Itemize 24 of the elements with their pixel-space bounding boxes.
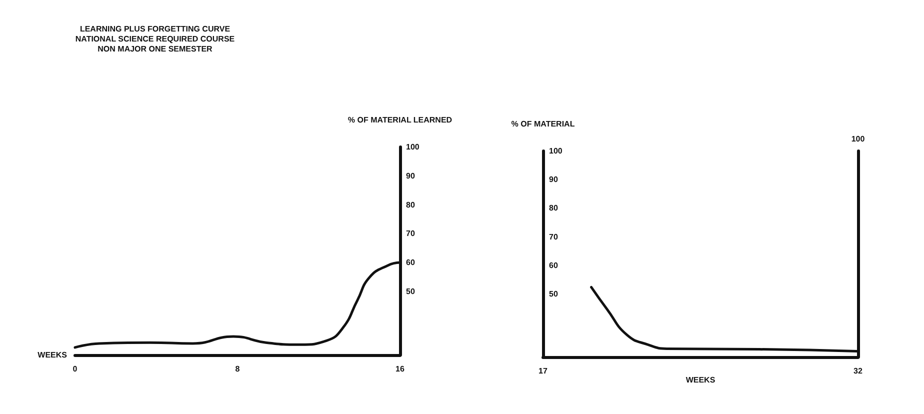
- y-tick-label: 60: [549, 260, 558, 270]
- y-tick-label: 70: [549, 232, 558, 242]
- x-axis-title: WEEKS: [686, 375, 716, 384]
- y-axis-title: % OF MATERIAL LEARNED: [348, 116, 452, 124]
- x-tick-label: 32: [854, 366, 863, 376]
- y-tick-label: 90: [549, 175, 558, 184]
- y-tick-label: 90: [406, 171, 416, 180]
- y-tick-label: 80: [549, 204, 558, 213]
- y-tick-label: 100: [549, 146, 563, 156]
- y-tick-label: 80: [406, 200, 416, 210]
- y-tick-label: 50: [549, 290, 558, 299]
- y-tick-label: 100: [406, 142, 420, 152]
- chart-subtitle: NATIONAL SCIENCE REQUIRED COURSE NON MAJOR ONE SEMESTER: [75, 34, 236, 54]
- x-axis-title: WEEKS: [38, 350, 68, 360]
- chart-title: LEARNING PLUS FORGETTING CURVE: [80, 24, 231, 34]
- x-tick-label: 17: [538, 366, 548, 376]
- y-tick-label: 70: [406, 229, 416, 238]
- y-axis-title: % OF MATERIAL: [511, 120, 575, 128]
- y-tick-label: 60: [406, 258, 416, 268]
- x-tick-label: 16: [396, 364, 405, 374]
- y-tick-label: 50: [406, 286, 416, 296]
- text: 100: [851, 134, 866, 144]
- x-tick-label: 0: [72, 364, 78, 374]
- x-tick-label: 8: [235, 364, 240, 374]
